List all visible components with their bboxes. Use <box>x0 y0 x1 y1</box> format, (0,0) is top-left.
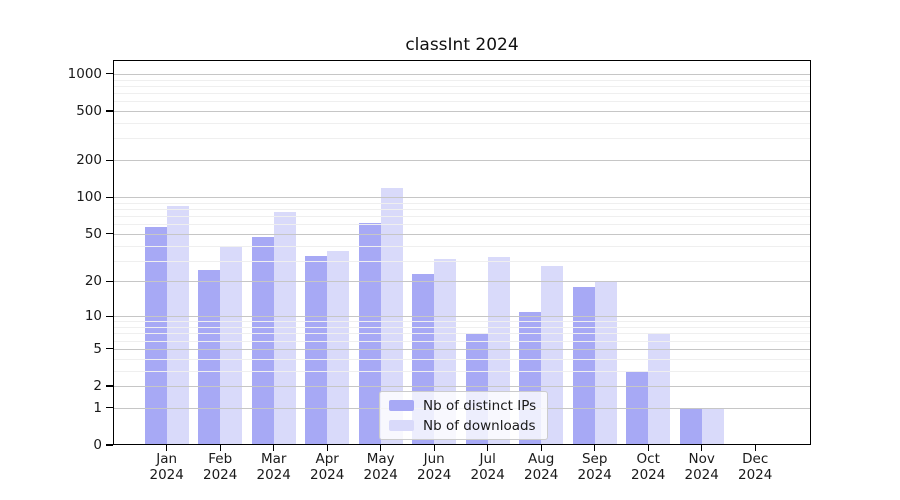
bar-downloads-oct <box>648 333 671 445</box>
legend-item-downloads: Nb of downloads <box>389 417 536 434</box>
y-tick-mark-200 <box>106 159 113 161</box>
y-tick-label-50: 50 <box>84 225 102 242</box>
gridline-700 <box>113 93 811 94</box>
x-tick-label-aug: Aug 2024 <box>524 451 559 483</box>
y-tick-mark-500 <box>106 110 113 112</box>
bar-ips-sep <box>572 286 595 445</box>
bar-downloads-nov <box>701 407 724 445</box>
gridline-3 <box>113 370 811 372</box>
gridline-300 <box>113 138 811 140</box>
y-tick-mark-1 <box>106 407 113 409</box>
gridline-30 <box>113 260 811 262</box>
y-tick-label-10: 10 <box>84 308 102 325</box>
x-tick-label-dec: Dec 2024 <box>738 451 773 483</box>
y-tick-label-100: 100 <box>76 189 102 206</box>
gridline-400 <box>113 123 811 124</box>
y-tick-mark-50 <box>106 233 113 235</box>
x-tick-label-feb: Feb 2024 <box>203 451 238 483</box>
y-tick-label-5: 5 <box>93 340 102 357</box>
y-tick-label-0: 0 <box>93 437 102 453</box>
y-tick-mark-2 <box>106 385 113 387</box>
y-tick-label-20: 20 <box>84 273 102 290</box>
gridline-70 <box>113 216 811 217</box>
bar-downloads-apr <box>327 251 350 445</box>
y-tick-mark-100 <box>106 196 113 198</box>
y-tick-mark-0 <box>106 444 113 446</box>
y-tick-label-2: 2 <box>93 378 102 394</box>
legend-swatch-downloads-icon <box>389 420 414 431</box>
gridline-600 <box>113 101 811 103</box>
plot-area <box>113 60 811 445</box>
x-tick-label-jul: Jul 2024 <box>470 451 505 483</box>
x-tick-mark-feb <box>219 445 221 451</box>
gridline-50 <box>113 233 811 235</box>
gridline-40 <box>113 245 811 247</box>
x-tick-label-jun: Jun 2024 <box>417 451 452 483</box>
legend-label-distinct-ips: Nb of distinct IPs <box>423 397 537 414</box>
gridline-20 <box>113 281 811 283</box>
legend-swatch-distinct-ips-icon <box>389 400 414 411</box>
gridline-900 <box>113 79 811 81</box>
x-tick-label-oct: Oct 2024 <box>631 451 666 483</box>
x-tick-label-mar: Mar 2024 <box>256 451 291 483</box>
y-tick-mark-20 <box>106 280 113 283</box>
y-tick-mark-10 <box>106 315 113 317</box>
x-tick-mark-aug <box>540 445 542 451</box>
x-tick-mark-nov <box>701 445 703 451</box>
x-tick-mark-may <box>380 445 382 451</box>
bar-ips-oct <box>626 370 649 445</box>
bar-ips-nov <box>679 407 702 445</box>
gridline-500 <box>113 111 811 112</box>
x-tick-mark-apr <box>326 445 328 451</box>
y-tick-label-1: 1 <box>93 399 102 416</box>
legend-item-distinct-ips: Nb of distinct IPs <box>389 397 536 414</box>
y-tick-mark-5 <box>106 348 113 350</box>
bar-downloads-sep <box>594 281 617 445</box>
gridline-9 <box>113 321 811 323</box>
gridline-4 <box>113 358 811 360</box>
gridline-5 <box>113 348 811 350</box>
x-tick-label-jan: Jan 2024 <box>149 451 184 483</box>
gridline-1000 <box>113 73 811 75</box>
bar-downloads-feb <box>220 245 243 445</box>
gridline-80 <box>113 208 811 210</box>
x-tick-label-may: May 2024 <box>363 451 398 483</box>
gridline-8 <box>113 327 811 328</box>
y-tick-label-500: 500 <box>76 103 102 119</box>
legend: Nb of distinct IPs Nb of downloads <box>379 391 549 440</box>
x-tick-label-nov: Nov 2024 <box>684 451 719 483</box>
bar-downloads-mar <box>273 211 296 445</box>
gridline-200 <box>113 160 811 162</box>
x-tick-mark-jan <box>166 445 168 451</box>
x-tick-label-sep: Sep 2024 <box>577 451 612 483</box>
y-tick-mark-1000 <box>106 73 113 75</box>
bar-ips-apr <box>305 255 328 445</box>
x-tick-mark-dec <box>754 445 756 451</box>
legend-label-downloads: Nb of downloads <box>423 417 536 434</box>
gridline-6 <box>113 340 811 342</box>
bar-ips-feb <box>198 270 221 445</box>
y-tick-label-200: 200 <box>76 152 102 169</box>
gridline-800 <box>113 85 811 87</box>
gridline-2 <box>113 386 811 387</box>
gridline-60 <box>113 224 811 226</box>
gridline-90 <box>113 202 811 204</box>
x-tick-mark-sep <box>594 445 596 451</box>
x-tick-mark-oct <box>647 445 649 451</box>
gridline-10 <box>113 316 811 318</box>
x-tick-mark-jun <box>433 445 435 451</box>
x-tick-label-apr: Apr 2024 <box>310 451 345 483</box>
bar-downloads-jan <box>166 206 189 445</box>
gridline-100 <box>113 197 811 199</box>
chart-title: classInt 2024 <box>405 35 519 55</box>
gridline-7 <box>113 333 811 335</box>
x-tick-mark-jul <box>487 445 489 451</box>
y-tick-label-1000: 1000 <box>67 65 102 82</box>
x-tick-mark-mar <box>273 445 275 451</box>
